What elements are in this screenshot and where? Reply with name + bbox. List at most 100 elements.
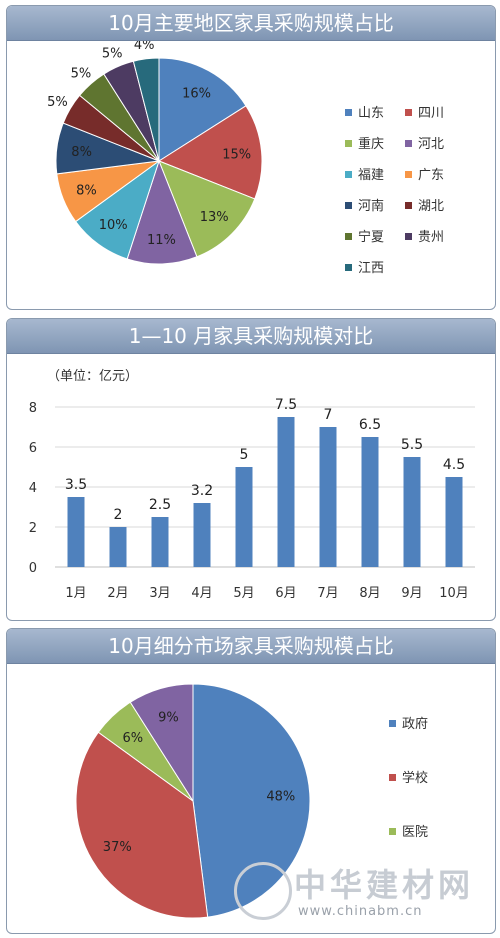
- legend-swatch: [345, 233, 352, 240]
- monthly-bar-unit: （单位：亿元）: [47, 369, 139, 384]
- bar-ytick-label: 8: [29, 401, 37, 416]
- legend-label: 政府: [402, 717, 429, 732]
- legend-swatch: [389, 774, 396, 781]
- segment-pie-slice-label: 9%: [158, 710, 179, 725]
- bar: [277, 417, 295, 567]
- bar: [445, 477, 463, 567]
- region-pie-slice-label: 13%: [200, 210, 229, 225]
- region-pie-panel: 10月主要地区家具采购规模占比 16% 15% 13% 11% 10% 8% 8% 5% 5% 5…: [6, 5, 496, 310]
- region-pie-slice-label: 16%: [182, 87, 211, 102]
- monthly-bar-title: 1—10 月家具采购规模对比: [7, 319, 495, 354]
- region-pie-legend-item: 山东: [345, 102, 384, 121]
- bar: [151, 517, 169, 567]
- bar: [193, 503, 211, 567]
- bar-value-label: 6.5: [359, 417, 381, 433]
- bar: [319, 427, 337, 567]
- bar-xtick-label: 3月: [149, 586, 170, 601]
- legend-label: 宁夏: [358, 230, 385, 245]
- bar-ytick-label: 0: [29, 561, 37, 576]
- bar-value-label: 2: [114, 507, 123, 523]
- bar-xtick-label: 4月: [191, 586, 212, 601]
- segment-pie-slice-label: 48%: [266, 789, 295, 804]
- region-pie-legend-item: 河南: [345, 195, 384, 214]
- bar: [67, 497, 85, 567]
- legend-label: 广东: [418, 168, 445, 183]
- legend-swatch: [405, 171, 412, 178]
- bar-xtick-label: 5月: [233, 586, 254, 601]
- segment-pie-slice: [75, 731, 209, 919]
- bar-value-label: 7.5: [275, 397, 297, 413]
- bar-value-label: 7: [324, 407, 333, 423]
- region-pie-slice: [132, 57, 160, 162]
- legend-swatch: [405, 202, 412, 209]
- watermark-url: www.chinabm.cn: [298, 904, 423, 919]
- region-pie-slice-label: 8%: [71, 145, 92, 160]
- watermark-name: 中华建材网: [294, 866, 475, 904]
- bar-value-label: 5: [240, 447, 249, 463]
- site-logo-icon: [234, 862, 292, 920]
- bar-value-label: 4.5: [443, 457, 465, 473]
- bar-value-label: 2.5: [149, 497, 171, 513]
- bar: [403, 457, 421, 567]
- region-pie-slice-label: 8%: [76, 184, 97, 199]
- region-pie-slice-label: 5%: [71, 66, 92, 81]
- legend-label: 重庆: [358, 137, 385, 152]
- legend-label: 河北: [418, 137, 445, 152]
- bar-xtick-label: 7月: [317, 586, 338, 601]
- legend-swatch: [405, 140, 412, 147]
- region-pie-legend-item: 广东: [405, 164, 444, 183]
- region-pie-legend-item: 福建: [345, 164, 384, 183]
- legend-label: 福建: [358, 168, 385, 183]
- legend-label: 学校: [402, 771, 429, 786]
- region-pie-legend-item: 重庆: [345, 133, 384, 152]
- segment-pie-title: 10月细分市场家具采购规模占比: [7, 629, 495, 664]
- region-pie-slice-label: 5%: [102, 47, 123, 62]
- region-pie-legend-item: 宁夏: [345, 226, 384, 245]
- region-pie-slice-label: 15%: [222, 148, 251, 163]
- bar-xtick-label: 2月: [107, 586, 128, 601]
- bar: [109, 527, 127, 567]
- region-pie-slice-label: 4%: [134, 41, 155, 53]
- segment-pie-slice-label: 6%: [122, 731, 143, 746]
- monthly-bar-chart: 0 2 4 6 8 3.5 1月 2 2月 2.5 3月 3.2 4月 5 5月 7.5 6月 7 7月 6.5 8月 5…: [29, 397, 475, 601]
- monthly-bar-panel: 1—10 月家具采购规模对比 （单位：亿元） 0 2 4 6 8 3.5 1月 2 2月 2.5 3…: [6, 318, 496, 621]
- segment-pie-legend-item: 学校: [389, 767, 428, 786]
- segment-pie-legend-item: 医院: [389, 821, 428, 840]
- site-watermark: 中华建材网 www.chinabm.cn: [234, 860, 494, 930]
- legend-swatch: [405, 109, 412, 116]
- segment-pie-legend-item: 政府: [389, 713, 428, 732]
- region-pie-legend-item: 江西: [345, 257, 384, 276]
- legend-label: 贵州: [418, 230, 445, 245]
- bar-ytick-label: 6: [29, 441, 37, 456]
- bar-value-label: 3.5: [65, 477, 87, 493]
- bar-xtick-label: 10月: [439, 586, 469, 601]
- bar: [361, 437, 379, 567]
- legend-swatch: [345, 202, 352, 209]
- region-pie-slice: [158, 160, 256, 258]
- segment-pie-slice-label: 37%: [103, 840, 132, 855]
- segment-pie-chart: 48% 37% 6% 9%: [75, 683, 311, 919]
- bar-xtick-label: 9月: [401, 586, 422, 601]
- legend-swatch: [345, 264, 352, 271]
- legend-swatch: [345, 140, 352, 147]
- bar-value-label: 3.2: [191, 483, 213, 499]
- legend-label: 河南: [358, 199, 385, 214]
- segment-pie-slice: [129, 683, 194, 803]
- region-pie-slice-label: 11%: [147, 233, 176, 248]
- region-pie-slice-label: 5%: [47, 95, 68, 110]
- bar-ytick-label: 4: [29, 481, 37, 496]
- region-pie-slice: [126, 159, 198, 265]
- bar-value-label: 5.5: [401, 437, 423, 453]
- legend-swatch: [389, 828, 396, 835]
- bar-ytick-label: 2: [29, 521, 37, 536]
- bar: [235, 467, 253, 567]
- legend-swatch: [345, 171, 352, 178]
- bar-xtick-label: 1月: [65, 586, 86, 601]
- legend-swatch: [389, 720, 396, 727]
- region-pie-slice-label: 10%: [99, 218, 128, 233]
- bar-xtick-label: 6月: [275, 586, 296, 601]
- region-pie-legend-item: 四川: [405, 102, 444, 121]
- legend-swatch: [405, 233, 412, 240]
- region-pie-legend-item: 湖北: [405, 195, 444, 214]
- region-pie-slice: [157, 105, 263, 200]
